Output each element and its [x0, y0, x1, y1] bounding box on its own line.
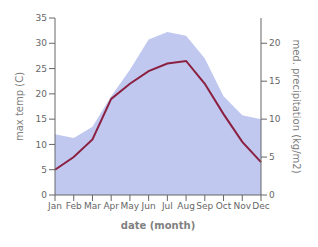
svg-text:Jul: Jul [161, 201, 173, 211]
svg-text:5: 5 [269, 152, 275, 162]
svg-text:Apr: Apr [103, 201, 119, 211]
svg-text:Jan: Jan [47, 201, 62, 211]
svg-text:Feb: Feb [66, 201, 82, 211]
svg-text:Sep: Sep [196, 201, 213, 211]
svg-text:15: 15 [36, 114, 47, 124]
svg-text:Nov: Nov [233, 201, 251, 211]
svg-text:5: 5 [41, 165, 47, 175]
svg-text:10: 10 [36, 140, 48, 150]
svg-text:0: 0 [269, 190, 275, 200]
svg-text:max temp (C): max temp (C) [14, 72, 25, 141]
svg-text:35: 35 [36, 13, 47, 23]
svg-text:25: 25 [36, 64, 47, 74]
svg-text:20: 20 [269, 38, 281, 48]
svg-text:10: 10 [269, 114, 281, 124]
svg-text:15: 15 [269, 76, 280, 86]
svg-text:Mar: Mar [84, 201, 101, 211]
svg-text:May: May [121, 201, 140, 211]
svg-text:Aug: Aug [177, 201, 195, 211]
svg-text:20: 20 [36, 89, 48, 99]
svg-text:Oct: Oct [216, 201, 232, 211]
svg-text:Dec: Dec [252, 201, 269, 211]
svg-text:0: 0 [41, 190, 47, 200]
svg-text:Jun: Jun [141, 201, 156, 211]
svg-text:date (month): date (month) [121, 220, 195, 231]
svg-text:30: 30 [36, 38, 48, 48]
svg-text:med. precipitation (kg/m2): med. precipitation (kg/m2) [291, 39, 302, 173]
